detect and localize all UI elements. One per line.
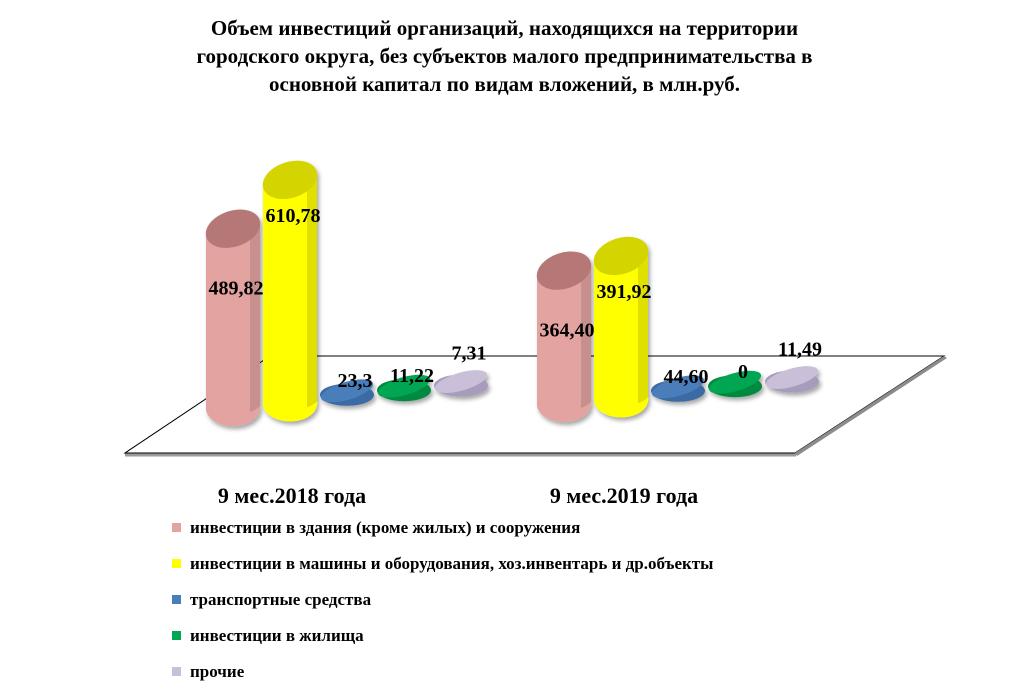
legend-item-buildings: инвестиции в здания (кроме жилых) и соор… (172, 515, 713, 551)
legend-label-machinery: инвестиции в машины и оборудования, хоз.… (190, 554, 714, 573)
value-label-machinery-1: 391,92 (597, 281, 652, 303)
bar-housing-0-top (377, 374, 431, 398)
bar-transport-0-top (320, 379, 374, 403)
bar-machinery-1-side (594, 253, 649, 418)
legend-item-machinery: инвестиции в машины и оборудования, хоз.… (172, 551, 713, 587)
bar-other-1-top (765, 366, 819, 390)
bar-machinery-0-top (262, 160, 318, 200)
bar-machinery-1 (593, 236, 649, 418)
bar-transport-1 (651, 375, 705, 402)
bar-machinery-1-shade (638, 253, 648, 404)
bar-buildings-1-side (537, 268, 592, 423)
bar-buildings-0-side (206, 226, 261, 427)
category-label-2018: 9 мес.2018 года (218, 483, 366, 508)
legend-label-housing: инвестиции в жилища (190, 626, 364, 645)
value-label-buildings-1: 364,40 (540, 320, 595, 342)
legend-item-housing: инвестиции в жилища (172, 623, 713, 659)
legend: инвестиции в здания (кроме жилых) и соор… (172, 515, 713, 695)
bar-transport-0 (320, 379, 374, 406)
bar-transport-1-top (651, 375, 705, 399)
chart-title-line-3: основной капитал по видам вложений, в мл… (269, 72, 740, 96)
chart-floor-shadow (795, 356, 947, 456)
legend-swatch-housing (172, 631, 181, 640)
bar-housing-1-top (708, 370, 762, 394)
bar-machinery-1-top (593, 236, 649, 276)
bar-machinery-0-side (263, 177, 318, 422)
bar-machinery-0 (262, 160, 318, 422)
value-label-buildings-0: 489,82 (209, 278, 264, 300)
value-label-other-1: 11,49 (778, 339, 822, 361)
value-label-transport-1: 44,60 (664, 366, 709, 388)
legend-item-transport: транспортные средства (172, 587, 713, 623)
bar-buildings-0 (205, 209, 261, 427)
bar-other-1 (765, 366, 819, 393)
legend-swatch-machinery (172, 559, 181, 568)
chart-title-line-1: Объем инвестиций организаций, находящихс… (210, 16, 799, 40)
value-label-other-0: 7,31 (452, 343, 487, 365)
chart-title: Объем инвестиций организаций, находящихс… (0, 14, 1009, 98)
value-label-housing-0: 11,22 (390, 365, 434, 387)
legend-swatch-transport (172, 595, 181, 604)
value-label-housing-1: 0 (738, 361, 748, 383)
legend-label-other: прочие (190, 662, 245, 681)
bar-buildings-1-shade (581, 268, 591, 408)
legend-swatch-other (172, 667, 181, 676)
bar-other-0-top (434, 370, 488, 394)
value-label-machinery-0: 610,78 (266, 205, 321, 227)
bar-buildings-1 (536, 251, 592, 423)
bar-housing-0 (377, 374, 431, 402)
value-label-transport-0: 23,3 (338, 370, 373, 392)
legend-label-transport: транспортные средства (190, 590, 372, 609)
bar-buildings-0-shade (250, 226, 260, 412)
bar-buildings-0-top (205, 209, 261, 248)
chart-title-line-2: городского округа, без субъектов малого … (196, 44, 813, 68)
category-label-2019: 9 мес.2019 года (550, 483, 698, 508)
bar-other-0 (434, 370, 488, 397)
bar-machinery-0-shade (307, 177, 317, 408)
legend-swatch-buildings (172, 523, 181, 532)
bar-housing-1 (708, 370, 762, 398)
bar-buildings-1-top (536, 251, 592, 290)
legend-item-other: прочие (172, 659, 713, 695)
legend-label-buildings: инвестиции в здания (кроме жилых) и соор… (190, 518, 581, 537)
